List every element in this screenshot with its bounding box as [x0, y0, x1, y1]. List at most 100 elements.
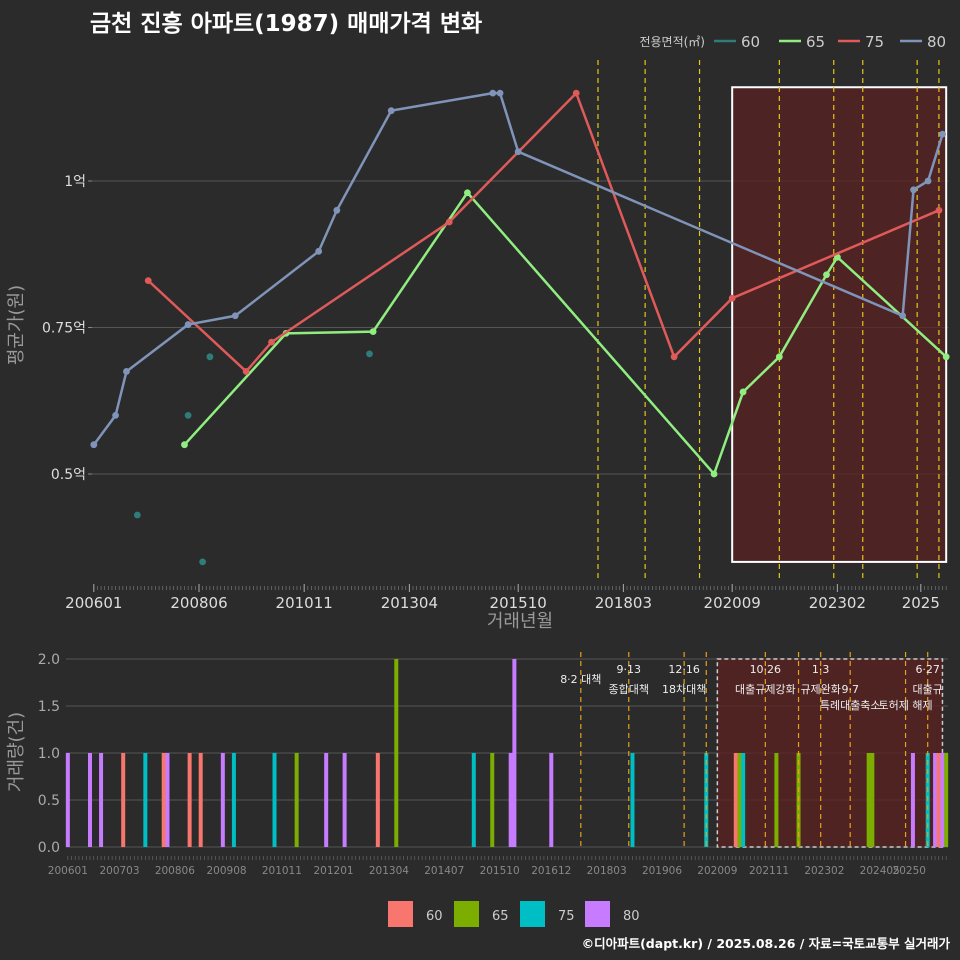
- bar-80: [910, 753, 915, 847]
- data-point-75: [268, 338, 275, 346]
- data-point-75: [572, 89, 580, 97]
- data-point-60: [133, 511, 141, 519]
- x-tick-label: 202009: [704, 594, 761, 612]
- y-tick-label: 0.75억: [42, 321, 86, 337]
- bar-80: [324, 753, 329, 847]
- bar-60: [161, 753, 166, 847]
- data-point-80: [184, 321, 192, 328]
- bar-75: [231, 753, 236, 847]
- x-tick-label: 202111: [749, 865, 789, 877]
- x-tick-label: 200908: [206, 865, 246, 877]
- data-point-65: [464, 189, 471, 197]
- x-tick-label: 201201: [314, 865, 354, 877]
- x-tick-label: 200806: [155, 865, 195, 877]
- chart-title: 금천 진흥 아파트(1987) 매매가격 변화: [90, 11, 483, 37]
- y-tick-label: 1억: [64, 174, 86, 190]
- legend-title: 전용면적(㎡): [639, 35, 705, 49]
- policy-label: 종합대책: [609, 683, 649, 696]
- price-chart: 0.5억 0.75억 1억 200601 200806 201011 201304 20151…: [6, 60, 950, 632]
- x-tick-label: 200703: [99, 865, 139, 877]
- legend-label-bottom-65: 65: [492, 909, 509, 924]
- data-point-65: [710, 470, 718, 478]
- bar-60: [733, 753, 738, 847]
- bar-80: [220, 753, 225, 847]
- legend-label-60: 60: [741, 33, 760, 51]
- bar-75: [741, 753, 746, 847]
- policy-label: 토허제 해제: [879, 698, 933, 712]
- footer-credit: ©디아파트(dapt.kr) / 2025.08.26 / 자료=국토교통부 실…: [581, 936, 950, 951]
- x-tick-label: 201011: [276, 594, 333, 612]
- data-point-80: [910, 186, 917, 194]
- bar-75: [630, 753, 635, 847]
- policy-label: 9·7: [841, 683, 859, 696]
- data-point-60: [184, 412, 192, 419]
- highlight-region: [716, 658, 944, 848]
- data-point-60: [366, 350, 373, 358]
- legend-label-80: 80: [927, 33, 946, 51]
- policy-label: 8·2 대책: [560, 673, 601, 686]
- policy-label: 6·27: [915, 663, 940, 676]
- highlight-region: [731, 86, 948, 563]
- data-point-80: [315, 247, 323, 255]
- x-tick-label: 201803: [595, 594, 652, 612]
- x-tick-label: 201407: [424, 865, 464, 877]
- y-tick-label: 1.5: [38, 699, 60, 715]
- bar-80: [65, 753, 70, 847]
- bar-65: [394, 659, 399, 847]
- series-line-65: [183, 190, 948, 477]
- legend-label-bottom-75: 75: [558, 909, 575, 924]
- data-point-60: [206, 353, 214, 361]
- data-point-75: [445, 218, 453, 226]
- x-tick-label: 200601: [65, 594, 122, 612]
- x-tick-label: 201304: [369, 865, 409, 877]
- data-point-75: [728, 294, 736, 302]
- legend-label-bottom-60: 60: [426, 909, 443, 924]
- x-axis-title: 거래년월: [487, 611, 553, 632]
- bar-65: [870, 753, 875, 847]
- data-point-60: [199, 558, 207, 566]
- data-point-80: [112, 412, 119, 419]
- bar-75: [272, 753, 277, 847]
- bar-80: [549, 753, 554, 847]
- policy-label: 규제완화: [800, 683, 840, 696]
- bar-65: [294, 753, 299, 847]
- y-axis-title: 평균가(원): [6, 285, 27, 365]
- x-tick-label: 201612: [531, 865, 571, 877]
- legend-label-bottom-80: 80: [623, 909, 640, 924]
- policy-label: 대출규제강화: [735, 683, 796, 696]
- data-point-65: [369, 328, 377, 336]
- bar-60: [375, 753, 380, 847]
- bar-65: [866, 753, 871, 847]
- bar-60: [121, 753, 126, 847]
- x-tick-label: 202405: [860, 865, 900, 877]
- bar-80: [933, 753, 938, 847]
- data-point-65: [823, 271, 830, 279]
- y-tick-label: 2.0: [38, 652, 60, 668]
- bar-80: [99, 753, 104, 847]
- x-tick-label: 201510: [480, 865, 520, 877]
- bar-65: [490, 753, 495, 847]
- y-tick-label: 1.0: [38, 746, 60, 762]
- policy-label: 1·3: [812, 663, 830, 676]
- policy-label: 12·16: [668, 663, 700, 676]
- bar-80: [940, 753, 945, 847]
- legend-swatch-bottom-75: [520, 901, 545, 927]
- bar-80: [165, 753, 170, 847]
- bar-80: [512, 659, 517, 847]
- bar-65: [737, 753, 742, 847]
- data-point-80: [123, 368, 130, 375]
- volume-chart: 0.0 0.5 1.0 1.5 2.0 8·2 대책 9·13 종합대책 12·16 18차대책 1…: [6, 652, 949, 877]
- data-point-80: [496, 89, 504, 97]
- policy-label: 9·13: [617, 663, 642, 676]
- x-tick-label: 200601: [48, 865, 88, 877]
- data-point-80: [231, 312, 239, 320]
- data-point-65: [181, 441, 188, 449]
- policy-label: 대출규: [913, 683, 943, 696]
- x-tick-label: 202302: [804, 865, 844, 877]
- data-point-80: [924, 177, 932, 185]
- bar-60: [187, 753, 192, 847]
- data-point-75: [935, 206, 943, 214]
- legend-swatch-bottom-65: [454, 901, 479, 927]
- legend-swatch-bottom-80: [585, 901, 610, 927]
